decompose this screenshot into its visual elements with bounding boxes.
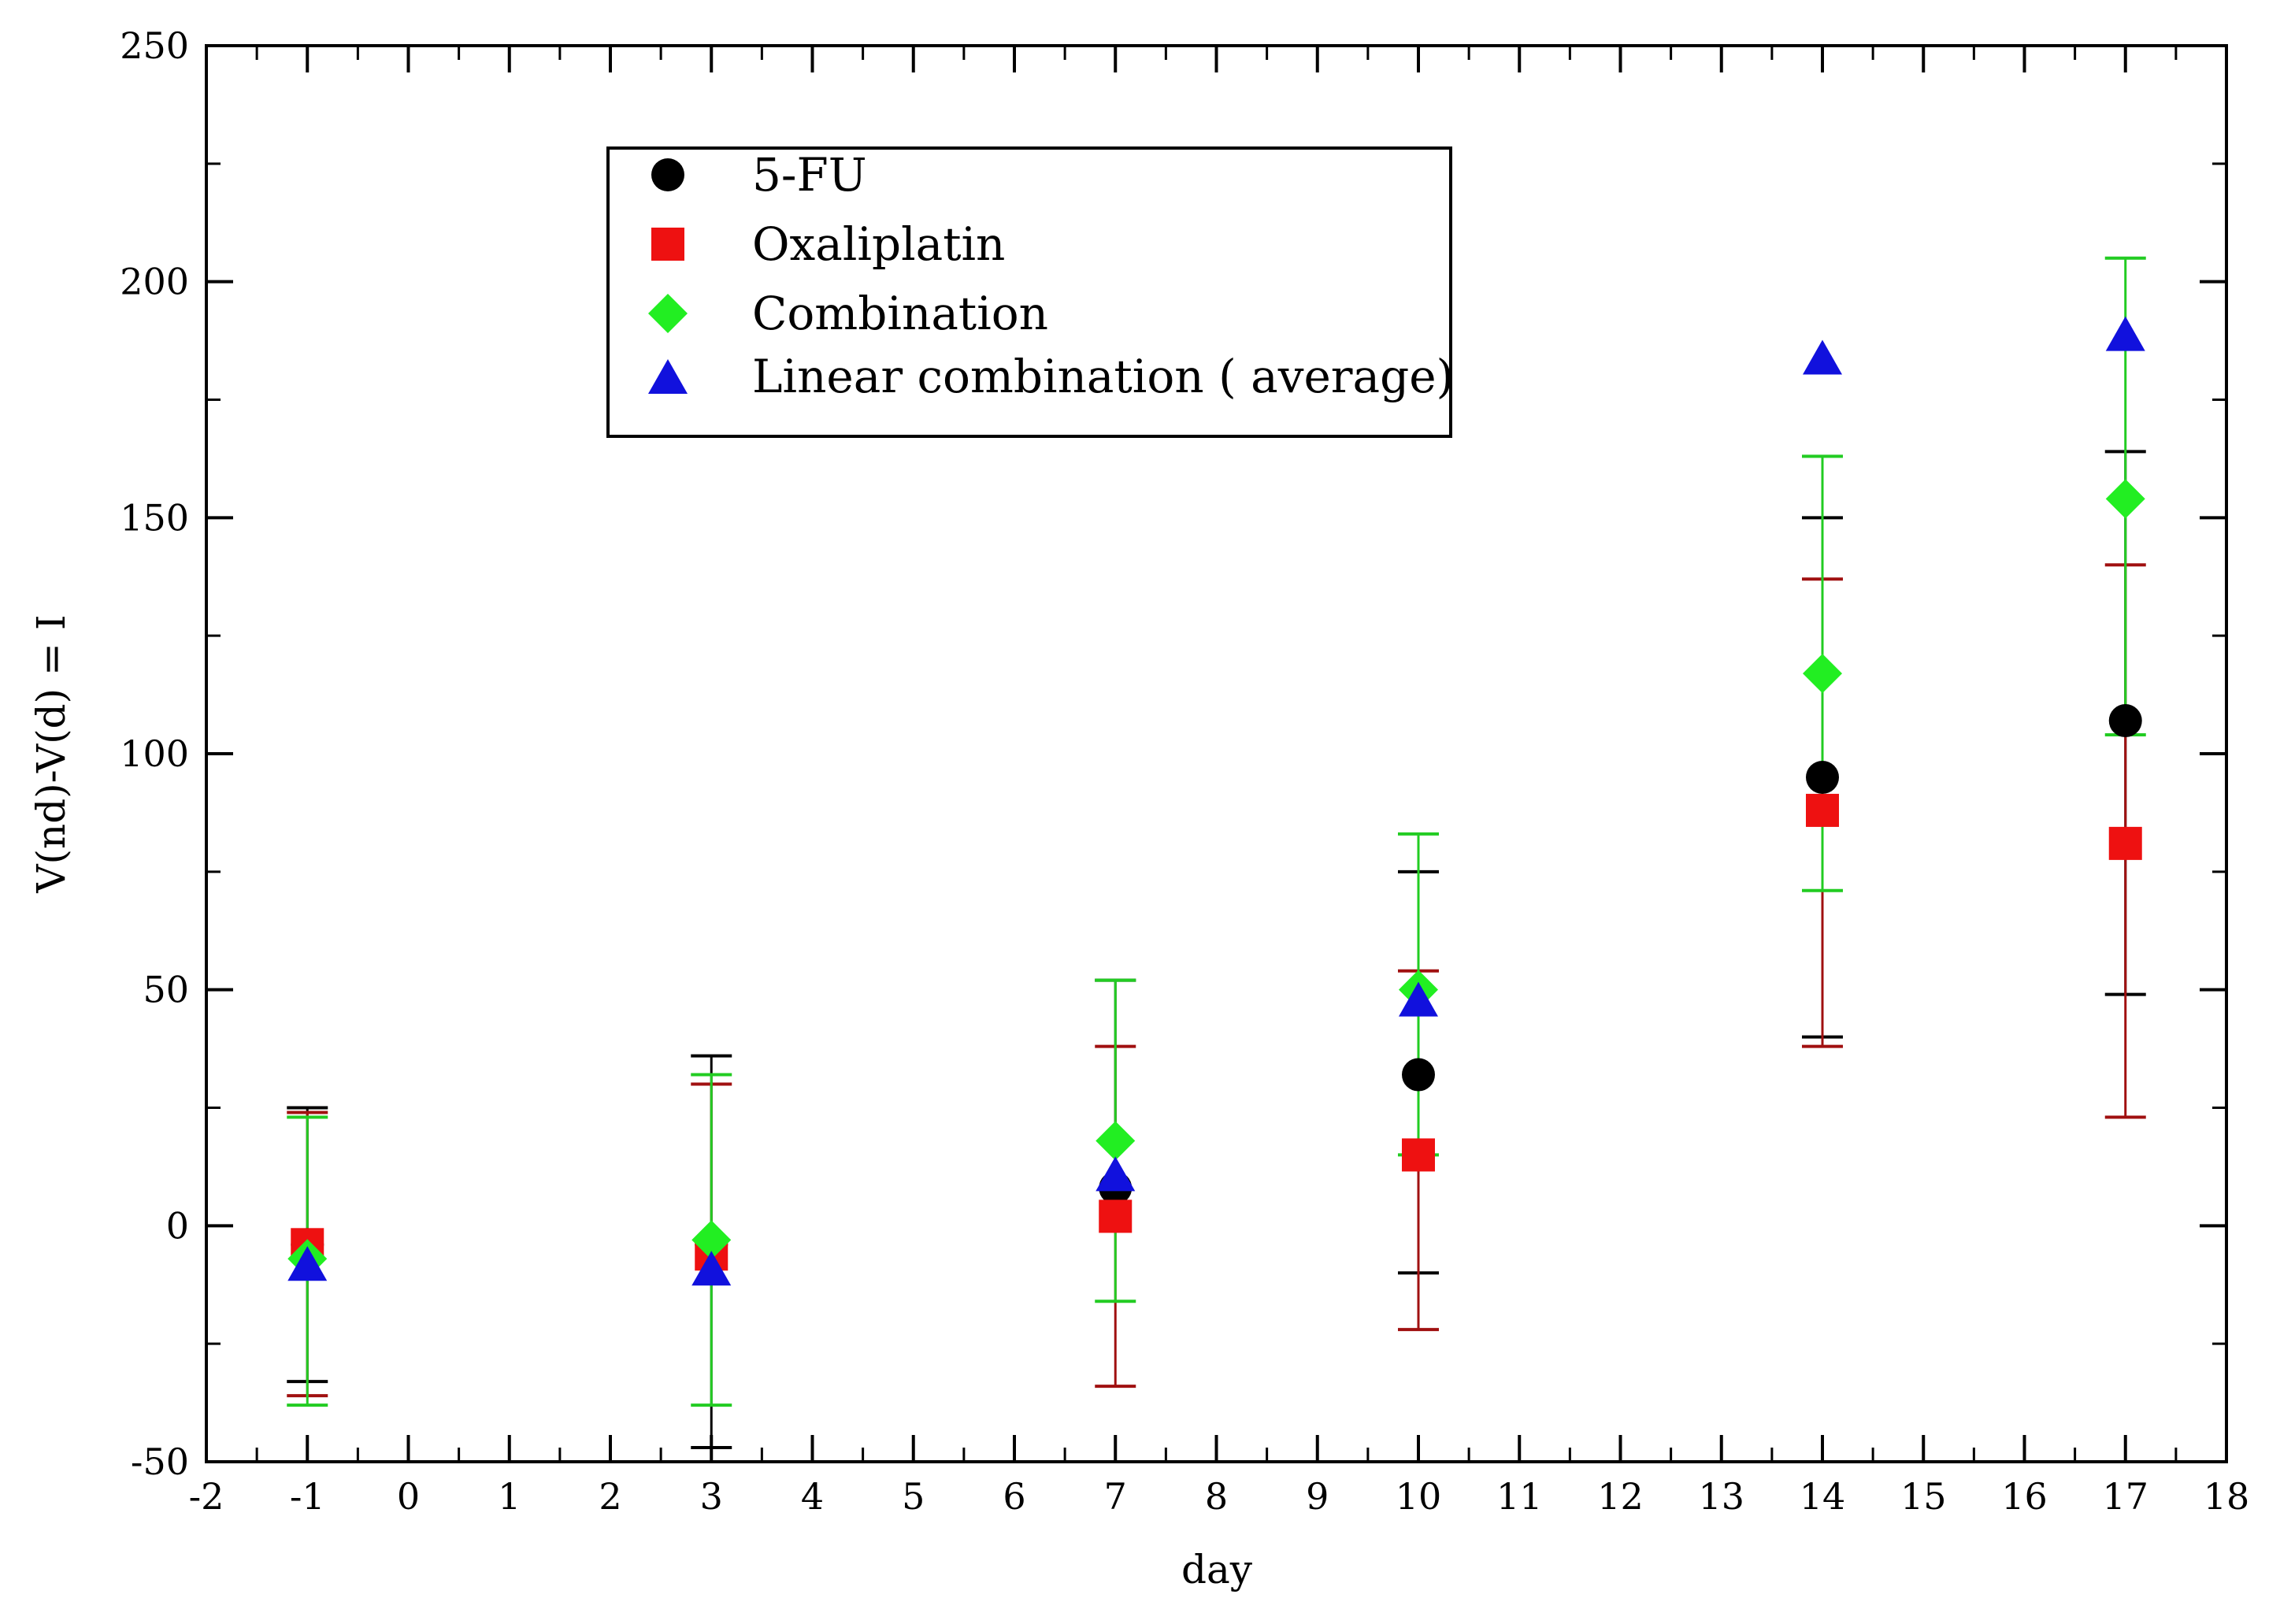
y-tick-labels: -50 0 50 100 150 200 250 [120,24,189,1483]
y-tick-label: 150 [120,496,189,539]
x-tick-label: 4 [801,1475,824,1518]
x-tick-label: 10 [1396,1475,1442,1518]
x-axis-title: day [1181,1547,1253,1592]
data-point-triangle [1096,1156,1136,1192]
x-tick-label: 2 [599,1475,621,1518]
legend-symbol-triangle [648,359,688,394]
y-tick-label: 100 [120,732,189,775]
x-tick-label: 15 [1900,1475,1947,1518]
data-point-square [2108,826,2142,860]
data-point-circle [1402,1058,1435,1092]
x-tick-label: 3 [700,1475,723,1518]
x-tick-label: -2 [189,1475,224,1518]
y-tick-label: 0 [166,1204,189,1247]
x-tick-label: 13 [1698,1475,1744,1518]
data-point-circle [1806,760,1839,794]
x-tick-label: 7 [1104,1475,1127,1518]
data-point-square [1806,793,1839,827]
legend-label: Linear combination ( average) [752,350,1454,403]
legend-box [606,146,1452,438]
x-tick-label: 9 [1306,1475,1329,1518]
legend-symbol-diamond [648,294,688,333]
x-tick-label: -1 [290,1475,325,1518]
x-tick-label: 8 [1205,1475,1228,1518]
axis-ticks [205,44,2228,1463]
data-point-square [1099,1199,1133,1233]
data-point-circle [2108,704,2142,738]
x-tick-label: 1 [498,1475,521,1518]
legend-symbol-circle [651,158,684,191]
x-tick-label: 5 [902,1475,925,1518]
data-point-diamond [1803,654,1842,694]
data-point-triangle [2105,316,2145,351]
y-tick-label: 50 [143,969,189,1011]
data-point-triangle [287,1246,328,1281]
data-point-triangle [1803,339,1842,375]
data-point-square [1402,1138,1435,1172]
data-point-diamond [1096,1121,1136,1161]
legend-symbol-square [651,228,684,261]
legend-label: Combination [752,287,1048,340]
legend-label: Oxaliplatin [752,217,1005,271]
x-tick-labels: -2 -1 0 1 2 3 4 5 6 7 8 9 10 11 12 13 14 15 16 17 18 [189,1475,2250,1518]
x-tick-label: 18 [2204,1475,2250,1518]
x-tick-label: 17 [2102,1475,2148,1518]
data-point-diamond [691,1220,732,1260]
legend-items: 5-FU Oxaliplatin Combination Linear combina… [648,148,1454,403]
y-tick-label: -50 [131,1440,189,1483]
y-axis-title: V(nd)-V(d) = I [28,614,74,893]
data-markers [287,316,2145,1286]
data-point-triangle [691,1251,732,1286]
x-tick-label: 6 [1003,1475,1025,1518]
x-tick-label: 16 [2001,1475,2048,1518]
x-tick-label: 12 [1597,1475,1644,1518]
x-tick-label: 14 [1800,1475,1846,1518]
legend-label: 5-FU [752,148,867,202]
y-tick-label: 200 [120,261,189,303]
y-tick-label: 250 [120,24,189,67]
x-tick-label: 11 [1496,1475,1543,1518]
legend: 5-FU Oxaliplatin Combination Linear combina… [606,146,1454,438]
data-point-triangle [1399,981,1438,1017]
data-point-diamond [2105,479,2145,519]
x-tick-label: 0 [397,1475,420,1518]
